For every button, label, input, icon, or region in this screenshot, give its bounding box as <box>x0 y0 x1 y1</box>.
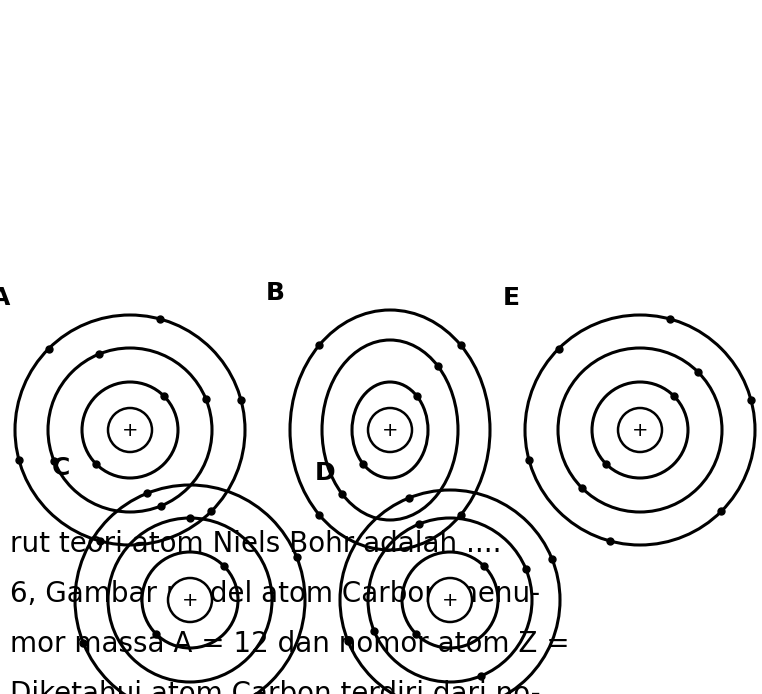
Text: A: A <box>0 286 10 310</box>
Text: +: + <box>632 421 648 439</box>
Ellipse shape <box>618 408 662 452</box>
Text: D: D <box>315 461 335 485</box>
Text: +: + <box>182 591 198 609</box>
Text: rut teori atom Niels Bohr adalah ....: rut teori atom Niels Bohr adalah .... <box>10 530 501 558</box>
Text: mor massa A = 12 dan nomor atom Z =: mor massa A = 12 dan nomor atom Z = <box>10 630 570 658</box>
Ellipse shape <box>368 408 412 452</box>
Text: +: + <box>122 421 138 439</box>
Text: C: C <box>52 456 70 480</box>
Text: +: + <box>382 421 399 439</box>
Ellipse shape <box>108 408 152 452</box>
Text: E: E <box>503 286 520 310</box>
Text: 6, Gambar model atom Carbon menu-: 6, Gambar model atom Carbon menu- <box>10 580 540 608</box>
Text: +: + <box>442 591 458 609</box>
Ellipse shape <box>168 578 212 622</box>
Ellipse shape <box>428 578 472 622</box>
Text: B: B <box>266 281 285 305</box>
Text: Diketahui atom Carbon terdiri dari no-: Diketahui atom Carbon terdiri dari no- <box>10 680 540 694</box>
